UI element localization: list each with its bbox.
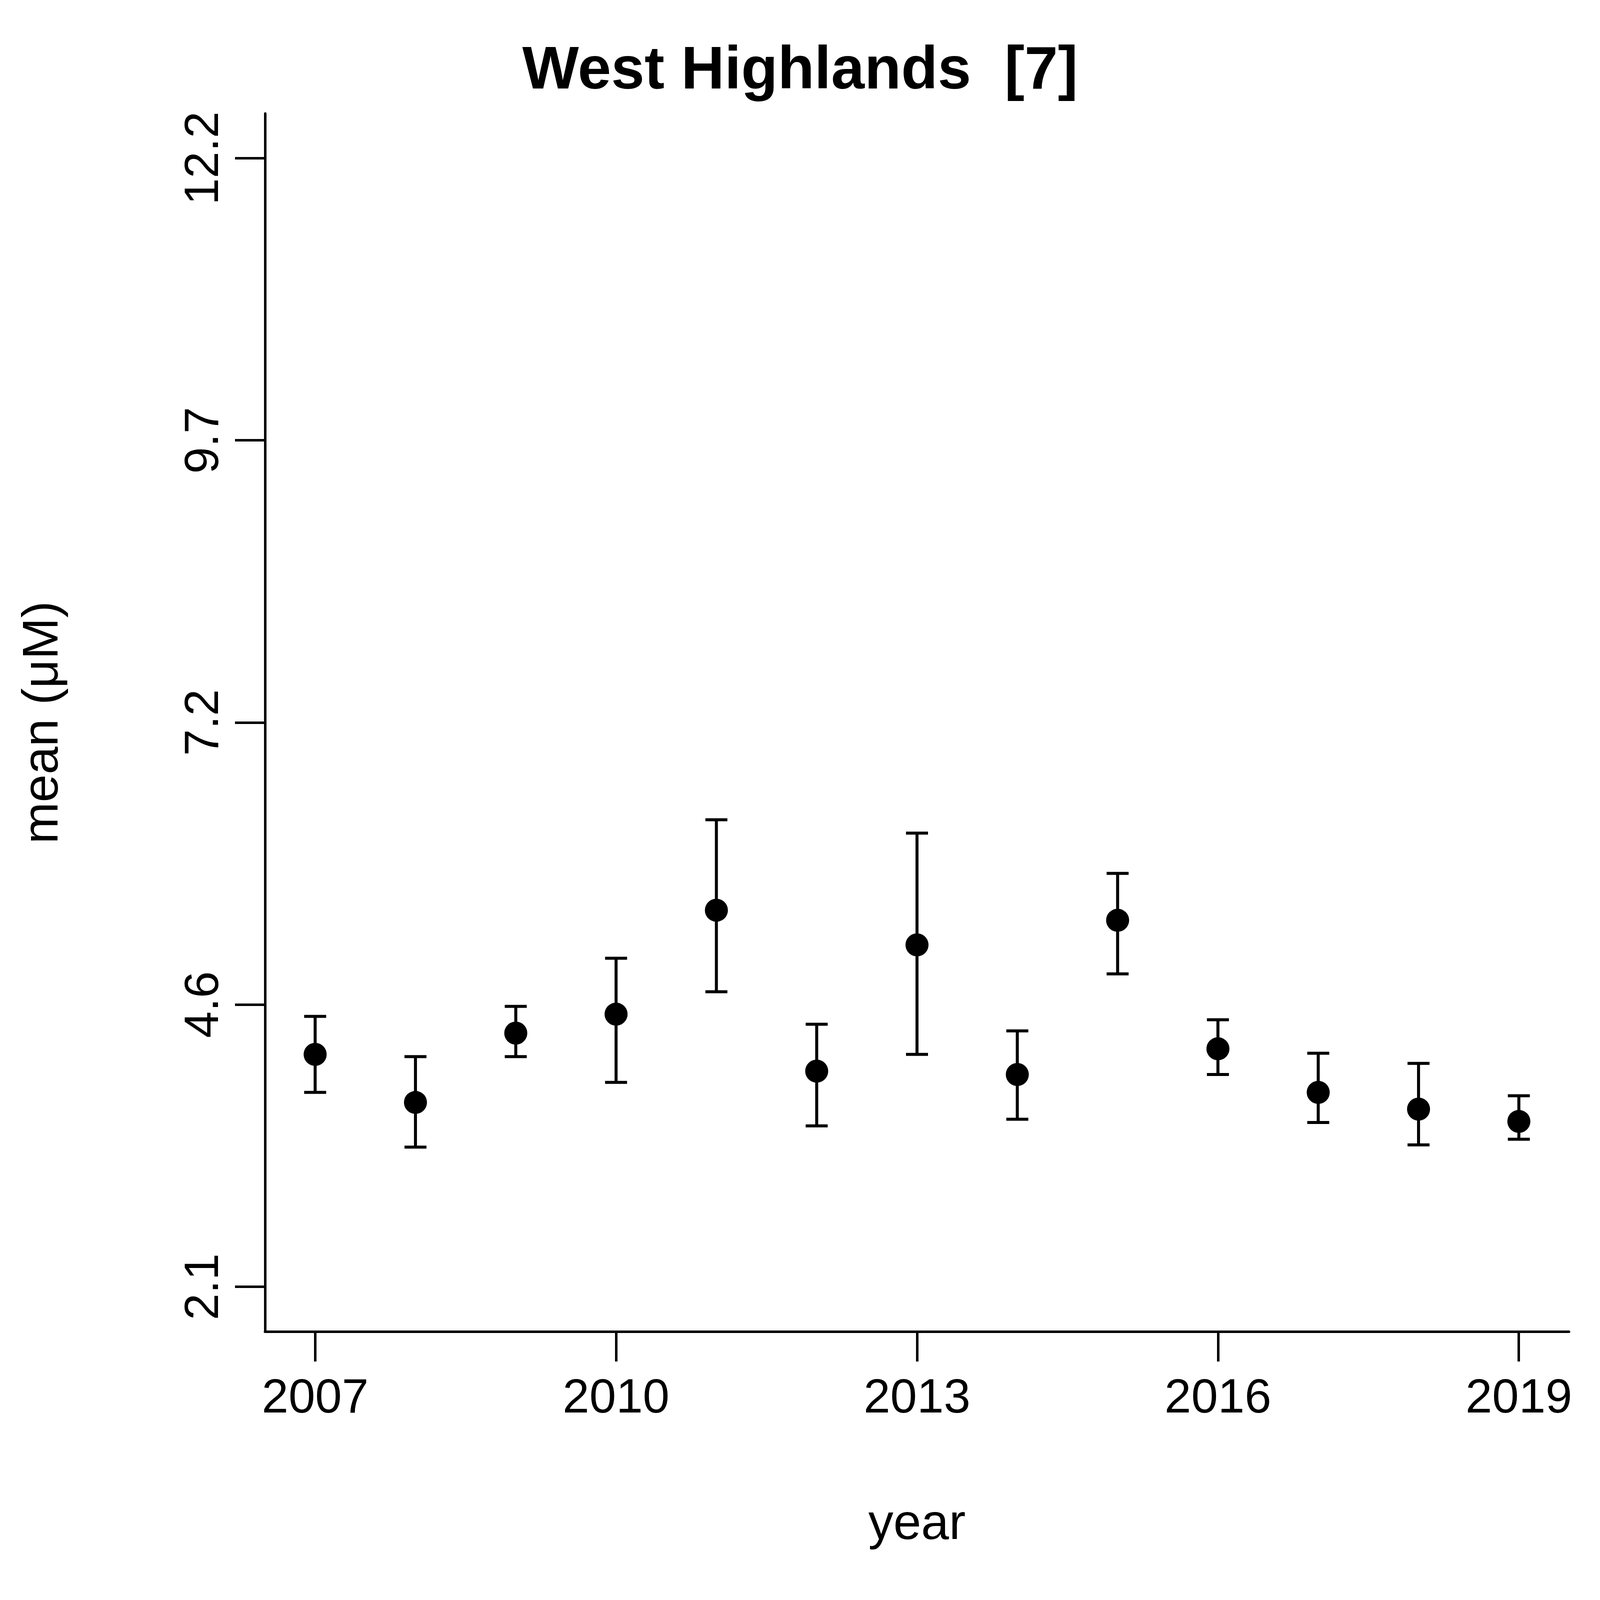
svg-text:2010: 2010 bbox=[562, 1369, 670, 1423]
svg-text:7.2: 7.2 bbox=[174, 689, 228, 756]
svg-text:West Highlands [7]: West Highlands [7] bbox=[522, 34, 1078, 102]
svg-text:2016: 2016 bbox=[1164, 1369, 1272, 1423]
svg-text:9.7: 9.7 bbox=[174, 407, 228, 474]
svg-text:mean (μM): mean (μM) bbox=[12, 601, 68, 844]
svg-text:12.2: 12.2 bbox=[174, 111, 228, 205]
svg-text:2.1: 2.1 bbox=[174, 1253, 228, 1320]
svg-text:2019: 2019 bbox=[1465, 1369, 1573, 1423]
svg-text:year: year bbox=[868, 1493, 966, 1550]
svg-text:4.6: 4.6 bbox=[174, 971, 228, 1038]
svg-text:2007: 2007 bbox=[262, 1369, 369, 1423]
svg-text:2013: 2013 bbox=[863, 1369, 971, 1423]
